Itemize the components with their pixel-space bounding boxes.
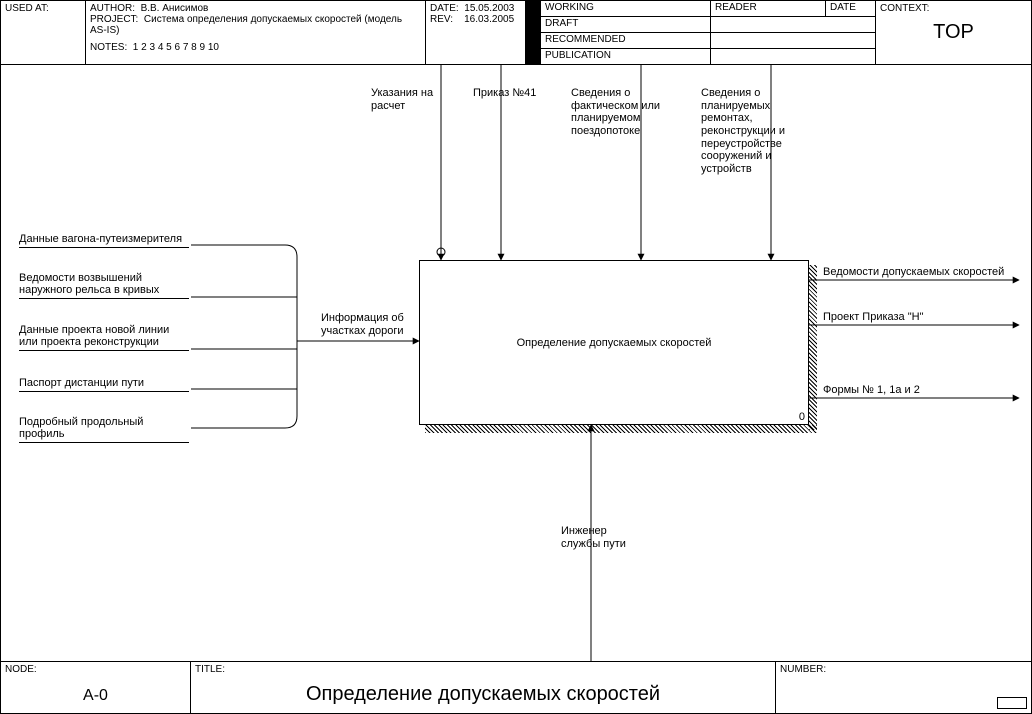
author-block: AUTHOR: В.В. Анисимов PROJECT: Система о…	[86, 1, 426, 64]
node-label: NODE:	[5, 664, 37, 675]
process-box: Определение допускаемых скоростей 0	[419, 260, 809, 425]
status-draft: DRAFT	[541, 17, 710, 33]
date-label: DATE:	[430, 3, 459, 14]
diagram-label: Инженер службы пути	[561, 525, 641, 550]
diagram-area: Определение допускаемых скоростей 0 Указан…	[1, 65, 1031, 661]
project-label: PROJECT:	[90, 14, 138, 25]
diagram-label: Проект Приказа "Н"	[823, 311, 1023, 324]
used-at-label: USED AT:	[5, 3, 49, 14]
diagram-label: Формы № 1, 1а и 2	[823, 384, 1023, 397]
header: USED AT: AUTHOR: В.В. Анисимов PROJECT: …	[1, 1, 1031, 65]
date-block: DATE: 15.05.2003 REV: 16.03.2005	[426, 1, 526, 64]
diagram-label: Сведения о фактическом или планируемом п…	[571, 87, 681, 138]
hatch-right	[809, 265, 817, 430]
title-value: Определение допускаемых скоростей	[195, 683, 771, 706]
diagram-label: Приказ №41	[473, 87, 563, 100]
reader-date-label: DATE	[825, 1, 875, 16]
author-value: В.В. Анисимов	[141, 3, 209, 14]
diagram-label: Ведомости допускаемых скоростей	[823, 266, 1023, 279]
reader-row-1	[711, 17, 875, 33]
reader-label: READER	[711, 1, 825, 16]
diagram-label: Указания на расчет	[371, 87, 441, 112]
used-at-cell: USED AT:	[1, 1, 86, 64]
number-cell: NUMBER:	[776, 662, 1031, 713]
idef0-frame: USED AT: AUTHOR: В.В. Анисимов PROJECT: …	[0, 0, 1032, 714]
status-working: WORKING	[541, 1, 710, 17]
input-item: Подробный продольный профиль	[19, 416, 189, 443]
node-value: A-0	[5, 687, 186, 705]
rev-label: REV:	[430, 14, 453, 25]
diagram-label: Информация об участках дороги	[321, 312, 416, 337]
number-label: NUMBER:	[780, 664, 826, 675]
input-item: Данные вагона-путеизмерителя	[19, 233, 189, 248]
reader-block: READER DATE	[711, 1, 876, 64]
node-cell: NODE: A-0	[1, 662, 191, 713]
reader-row-3	[711, 49, 875, 65]
title-cell: TITLE: Определение допускаемых скоростей	[191, 662, 776, 713]
input-item: Данные проекта новой линии или проекта р…	[19, 324, 189, 351]
reader-row-2	[711, 33, 875, 49]
process-number: 0	[799, 411, 805, 423]
notes-value: 1 2 3 4 5 6 7 8 9 10	[133, 42, 219, 53]
status-marker	[526, 1, 541, 64]
diagram-label: Сведения о планируемых ремонтах, реконст…	[701, 87, 821, 175]
context-value: TOP	[880, 21, 1027, 44]
notes-label: NOTES:	[90, 42, 127, 53]
context-block: CONTEXT: TOP	[876, 1, 1031, 64]
title-label: TITLE:	[195, 664, 225, 675]
input-item: Ведомости возвышений наружного рельса в …	[19, 272, 189, 299]
rev-value: 16.03.2005	[464, 14, 514, 25]
page-box	[997, 697, 1027, 709]
author-label: AUTHOR:	[90, 3, 135, 14]
status-recommended: RECOMMENDED	[541, 33, 710, 49]
input-item: Паспорт дистанции пути	[19, 377, 189, 392]
footer: NODE: A-0 TITLE: Определение допускаемых…	[1, 661, 1031, 713]
date-value: 15.05.2003	[464, 3, 514, 14]
context-label: CONTEXT:	[880, 3, 929, 14]
status-publication: PUBLICATION	[541, 49, 710, 65]
status-block: WORKING DRAFT RECOMMENDED PUBLICATION	[541, 1, 711, 64]
process-title: Определение допускаемых скоростей	[439, 337, 788, 349]
hatch-bottom	[425, 425, 817, 433]
